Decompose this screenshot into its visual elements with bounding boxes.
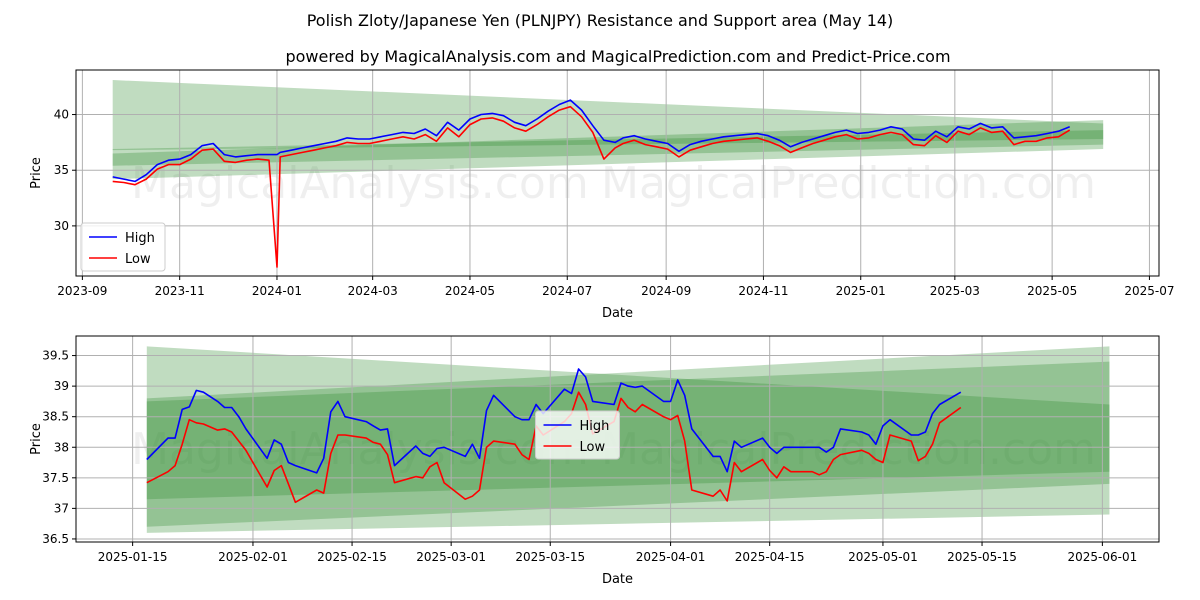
support-resistance-band-1 xyxy=(146,346,1110,527)
x-tick-label: 2024-03 xyxy=(348,284,398,298)
y-axis-label: Price xyxy=(29,423,44,455)
x-tick-label: 2025-06-01 xyxy=(1067,550,1137,564)
y-tick-label: 38.5 xyxy=(42,410,69,424)
x-tick-label: 2025-04-15 xyxy=(735,550,805,564)
series-line-low xyxy=(112,105,1071,268)
x-tick-label: 2025-07 xyxy=(1124,284,1174,298)
bottom-chart: MagicalAnalysis.com MagicalPrediction.com… xyxy=(29,335,1160,587)
series-line-high xyxy=(112,99,1070,183)
x-axis-label: Date xyxy=(602,572,633,587)
y-tick-label: 39 xyxy=(54,379,69,393)
x-tick-label: 2025-05-01 xyxy=(848,550,918,564)
legend-box xyxy=(80,222,166,272)
legend-label-high: High xyxy=(580,419,610,434)
x-tick-label: 2024-07 xyxy=(542,284,592,298)
x-tick-label: 2025-01 xyxy=(836,284,886,298)
x-tick-label: 2025-05-15 xyxy=(947,550,1017,564)
y-tick-label: 30 xyxy=(54,219,69,233)
x-tick-label: 2024-05 xyxy=(445,284,495,298)
support-resistance-band-2 xyxy=(146,346,1110,533)
support-resistance-band-2 xyxy=(112,120,1104,180)
y-tick-label: 36.5 xyxy=(42,532,69,546)
x-tick-label: 2025-04-01 xyxy=(636,550,706,564)
x-tick-label: 2024-11 xyxy=(738,284,788,298)
legend-box xyxy=(535,410,620,460)
chart-title: Polish Zloty/Japanese Yen (PLNJPY) Resis… xyxy=(307,11,894,30)
x-tick-label: 2025-02-01 xyxy=(218,550,288,564)
chart-subtitle: powered by MagicalAnalysis.com and Magic… xyxy=(285,47,950,66)
top-chart: MagicalAnalysis.com MagicalPrediction.com… xyxy=(29,69,1175,321)
legend-label-low: Low xyxy=(580,440,606,455)
x-tick-label: 2025-02-15 xyxy=(317,550,387,564)
legend-label-high: High xyxy=(125,231,155,246)
y-tick-label: 37.5 xyxy=(42,471,69,485)
watermark-text: MagicalPrediction.com xyxy=(601,424,1096,475)
y-tick-label: 35 xyxy=(54,163,69,177)
x-tick-label: 2023-11 xyxy=(155,284,205,298)
plot-frame xyxy=(75,335,1160,543)
y-axis-label: Price xyxy=(29,157,44,189)
x-tick-label: 2025-05 xyxy=(1027,284,1077,298)
legend: High Low xyxy=(80,222,166,272)
x-tick-label: 2025-01-15 xyxy=(98,550,168,564)
support-resistance-band-3 xyxy=(146,361,1110,500)
x-tick-label: 2025-03 xyxy=(930,284,980,298)
y-tick-label: 38 xyxy=(54,440,69,454)
watermark-text: MagicalPrediction.com xyxy=(601,158,1096,209)
watermark-text: MagicalAnalysis.com xyxy=(131,424,589,475)
x-tick-label: 2023-09 xyxy=(57,284,107,298)
x-axis-label: Date xyxy=(602,306,633,321)
legend-label-low: Low xyxy=(125,252,151,267)
legend: High Low xyxy=(535,410,620,460)
y-tick-label: 39.5 xyxy=(42,349,69,363)
x-tick-label: 2024-09 xyxy=(641,284,691,298)
x-tick-label: 2025-03-01 xyxy=(416,550,486,564)
x-tick-label: 2024-01 xyxy=(252,284,302,298)
watermark-text: MagicalAnalysis.com xyxy=(131,158,589,209)
x-tick-label: 2025-03-15 xyxy=(515,550,585,564)
plot-frame xyxy=(75,69,1160,277)
y-tick-label: 37 xyxy=(54,501,69,515)
y-tick-label: 40 xyxy=(54,108,69,122)
